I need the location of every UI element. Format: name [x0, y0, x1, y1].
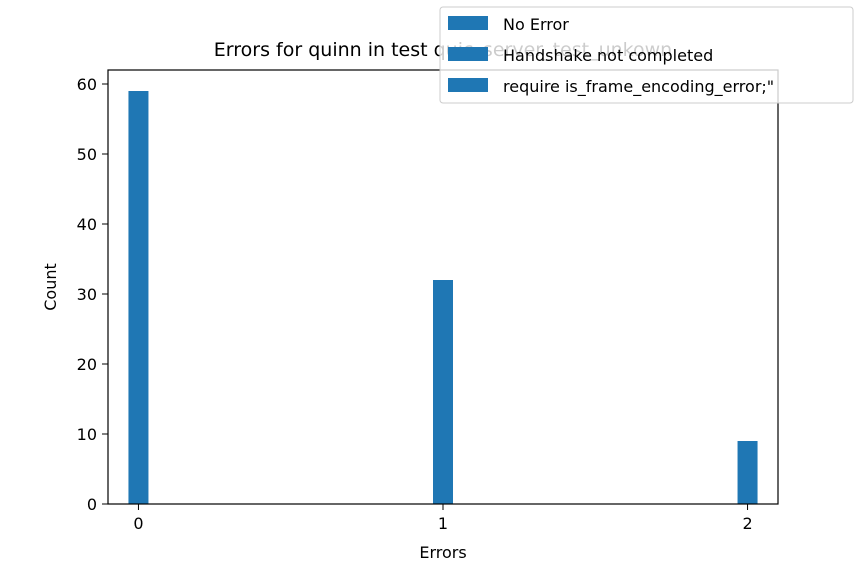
x-tick-label: 1	[438, 514, 448, 533]
legend-frame	[439, 6, 854, 104]
x-axis-ticks: 0 1 2	[133, 504, 753, 533]
legend-swatch	[448, 78, 488, 92]
x-axis-label: Errors	[419, 543, 466, 562]
y-axis-label: Count	[41, 263, 60, 311]
legend-label: require is_frame_encoding_error;"	[503, 77, 774, 97]
y-tick-label: 30	[77, 285, 97, 304]
legend-swatch	[448, 16, 488, 30]
y-axis-ticks: 0 10 20 30 40 50 60	[77, 75, 108, 514]
legend-swatch	[448, 47, 488, 61]
bars	[128, 91, 758, 504]
legend-items: No Error Handshake not completed require i…	[448, 15, 774, 97]
y-tick-label: 10	[77, 425, 97, 444]
legend-label: No Error	[503, 15, 569, 34]
y-tick-label: 0	[87, 495, 97, 514]
bar-series-2-0	[737, 441, 758, 504]
bar-series-1-0	[433, 280, 453, 504]
x-tick-label: 2	[742, 514, 752, 533]
y-tick-label: 20	[77, 355, 97, 374]
y-tick-label: 60	[77, 75, 97, 94]
legend-label: Handshake not completed	[503, 46, 713, 65]
x-tick-label: 0	[133, 514, 143, 533]
y-tick-label: 50	[77, 145, 97, 164]
bar-series-0-0	[128, 91, 149, 504]
y-tick-label: 40	[77, 215, 97, 234]
legend: No Error Handshake not completed require i…	[439, 6, 854, 104]
